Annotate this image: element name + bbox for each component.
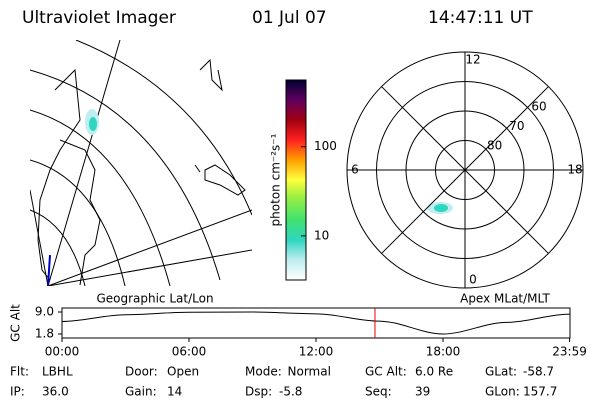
polar-ring	[435, 140, 495, 200]
x-tick-label: 23:59	[552, 345, 587, 359]
polar-ring-label: 60	[531, 100, 546, 114]
colorbar-scale	[285, 79, 307, 281]
field-label: IP:	[10, 385, 25, 399]
field-label: GLon:	[485, 385, 520, 399]
colorbar-tick-label: 100	[314, 139, 337, 153]
timeline-ylabel: GC Alt	[9, 304, 23, 342]
field-label: Seq:	[365, 385, 392, 399]
y-tick-label: 9.0	[35, 305, 54, 319]
field-label: GLat:	[485, 365, 517, 379]
colorbar-label: photon cm⁻²s⁻¹	[269, 133, 283, 226]
field-label: Gain:	[125, 385, 157, 399]
field-value: 14	[167, 385, 182, 399]
field-value: -58.7	[523, 365, 554, 379]
colorbar-tick-label: 10	[314, 228, 329, 242]
timeline: Geographic Lat/Lon Apex MLat/MLT GC Alt …	[9, 292, 587, 359]
timeline-frame	[61, 307, 571, 339]
x-tick-label: 18:00	[426, 345, 461, 359]
y-tick-label: 1.8	[35, 327, 54, 341]
x-tick-label: 00:00	[45, 345, 80, 359]
date: 01 Jul 07	[252, 8, 327, 28]
field-value: Normal	[288, 365, 331, 379]
polar-ring-label: 70	[509, 119, 524, 133]
polar-mlt-label: 6	[351, 163, 359, 177]
time: 14:47:11 UT	[428, 8, 533, 28]
field-value: 6.0 Re	[415, 365, 453, 379]
colorbar: photon cm⁻²s⁻¹ 10 100	[269, 79, 337, 281]
polar-mlt-label: 12	[465, 53, 480, 67]
field-label: Flt:	[10, 365, 29, 379]
field-value: 157.7	[523, 385, 557, 399]
field-label: Dsp:	[245, 385, 272, 399]
polar-ring	[376, 81, 554, 259]
timeline-left-label: Geographic Lat/Lon	[96, 292, 213, 306]
field-value: -5.8	[279, 385, 302, 399]
field-label: Door:	[125, 365, 158, 379]
timeline-right-label: Apex MLat/MLT	[460, 292, 550, 306]
footer: Flt: LBHL Door: Open Mode: Normal GC Alt: 6.0 R…	[10, 365, 557, 399]
polar-ring-label: 80	[487, 138, 502, 152]
x-tick-label: 12:00	[299, 345, 334, 359]
field-value: Open	[167, 365, 199, 379]
altitude-line	[61, 311, 570, 335]
field-value: 39	[415, 385, 430, 399]
polar-mlt-label: 18	[567, 163, 582, 177]
field-label: Mode:	[245, 365, 282, 379]
polar-ring	[405, 110, 525, 230]
field-label: GC Alt:	[365, 365, 407, 379]
geographic-map	[30, 40, 252, 286]
polar-mlt-label: 0	[469, 273, 477, 287]
title: Ultraviolet Imager	[22, 8, 176, 28]
x-tick-label: 06:00	[172, 345, 207, 359]
field-value: 36.0	[42, 385, 69, 399]
field-value: LBHL	[42, 365, 73, 379]
